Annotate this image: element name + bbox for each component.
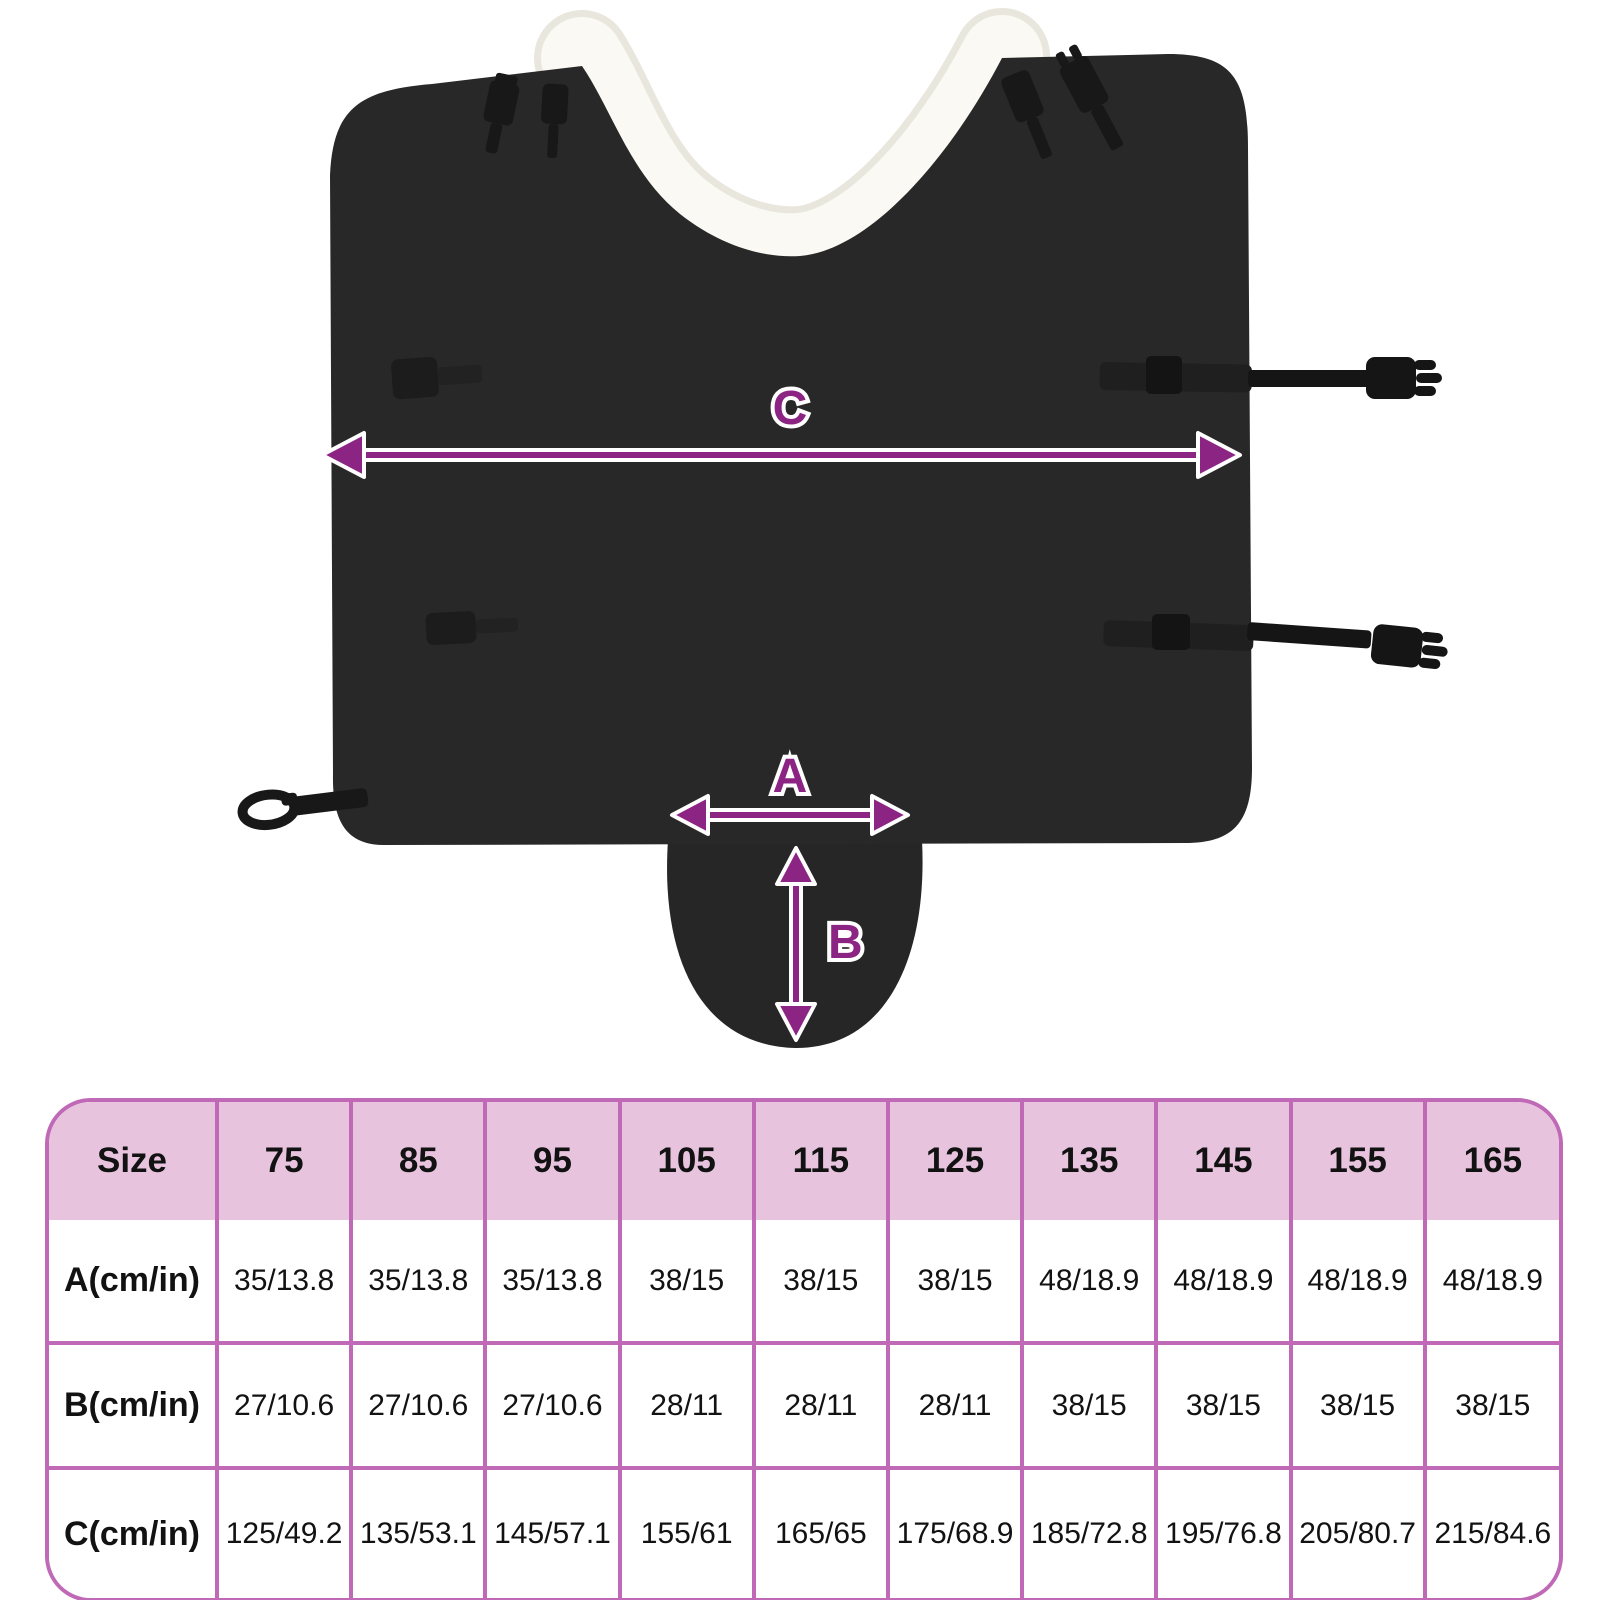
measure-arrow-b: B — [775, 846, 867, 1042]
table-cell: 145/57.1 — [483, 1466, 622, 1598]
table-cell: 35/13.8 — [483, 1220, 622, 1345]
table-row-b: B(cm/in) 27/10.6 27/10.6 27/10.6 28/11 2… — [49, 1341, 1559, 1470]
table-cell: 28/11 — [885, 1341, 1025, 1470]
table-cell: 48/18.9 — [1154, 1220, 1293, 1345]
row-label: B(cm/in) — [49, 1341, 219, 1470]
table-cell: 28/11 — [617, 1341, 756, 1470]
dim-label-a: A — [773, 750, 808, 803]
table-cell: 48/18.9 — [1020, 1220, 1159, 1345]
buckle-icon — [425, 611, 519, 645]
size-column-header: 105 — [617, 1102, 756, 1220]
table-cell: 125/49.2 — [214, 1466, 354, 1598]
table-cell: 38/15 — [1154, 1341, 1293, 1470]
table-row-a: A(cm/in) 35/13.8 35/13.8 35/13.8 38/15 3… — [49, 1220, 1559, 1345]
size-column-header: 135 — [1020, 1102, 1159, 1220]
table-cell: 38/15 — [1288, 1341, 1427, 1470]
table-cell: 205/80.7 — [1288, 1466, 1427, 1598]
table-cell: 27/10.6 — [214, 1341, 354, 1470]
table-row-c: C(cm/in) 125/49.2 135/53.1 145/57.1 155/… — [49, 1466, 1559, 1598]
table-cell: 38/15 — [885, 1220, 1025, 1345]
size-column-header: 115 — [751, 1102, 890, 1220]
table-cell: 38/15 — [1020, 1341, 1159, 1470]
size-header-cell: Size — [49, 1102, 219, 1220]
measurement-diagram: C A B — [237, 8, 1448, 1048]
table-cell: 135/53.1 — [349, 1466, 488, 1598]
size-table-header-row: Size 75 85 95 105 115 125 135 145 155 16… — [49, 1102, 1559, 1220]
dim-label-c: C — [773, 382, 808, 435]
buckle-icon — [1366, 357, 1442, 399]
measure-arrow-a: A — [670, 746, 910, 836]
table-cell: 185/72.8 — [1020, 1466, 1159, 1598]
size-column-header: 85 — [349, 1102, 488, 1220]
fleece-collar — [534, 8, 1050, 303]
measure-arrow-c: C — [320, 378, 1242, 479]
table-cell: 28/11 — [751, 1341, 890, 1470]
table-cell: 27/10.6 — [483, 1341, 622, 1470]
size-column-header: 155 — [1288, 1102, 1427, 1220]
dim-label-b: B — [828, 916, 863, 969]
size-column-header: 95 — [483, 1102, 622, 1220]
size-column-header: 75 — [214, 1102, 354, 1220]
buckle-icon — [1055, 44, 1124, 151]
table-cell: 195/76.8 — [1154, 1466, 1293, 1598]
row-label: C(cm/in) — [49, 1466, 219, 1598]
size-column-header: 145 — [1154, 1102, 1293, 1220]
table-cell: 155/61 — [617, 1466, 756, 1598]
table-cell: 175/68.9 — [885, 1466, 1025, 1598]
size-table-container: Size 75 85 95 105 115 125 135 145 155 16… — [45, 1098, 1563, 1600]
side-strap — [1103, 614, 1448, 669]
size-column-header: 165 — [1422, 1102, 1559, 1220]
row-label: A(cm/in) — [49, 1220, 219, 1345]
table-cell: 35/13.8 — [349, 1220, 488, 1345]
table-cell: 38/15 — [617, 1220, 756, 1345]
size-column-header: 125 — [885, 1102, 1025, 1220]
snap-hook-icon — [237, 788, 369, 831]
side-strap — [1099, 356, 1442, 399]
buckle-icon — [391, 356, 483, 400]
table-cell: 27/10.6 — [349, 1341, 488, 1470]
table-cell: 215/84.6 — [1422, 1466, 1559, 1598]
buckle-icon — [483, 72, 520, 154]
buckle-icon — [1001, 70, 1052, 159]
buckle-icon — [541, 83, 569, 159]
size-table: Size 75 85 95 105 115 125 135 145 155 16… — [49, 1102, 1559, 1598]
table-cell: 165/65 — [751, 1466, 890, 1598]
table-cell: 35/13.8 — [214, 1220, 354, 1345]
buckle-icon — [1370, 624, 1448, 669]
table-cell: 48/18.9 — [1288, 1220, 1427, 1345]
table-cell: 48/18.9 — [1422, 1220, 1559, 1345]
table-cell: 38/15 — [751, 1220, 890, 1345]
table-cell: 38/15 — [1422, 1341, 1559, 1470]
